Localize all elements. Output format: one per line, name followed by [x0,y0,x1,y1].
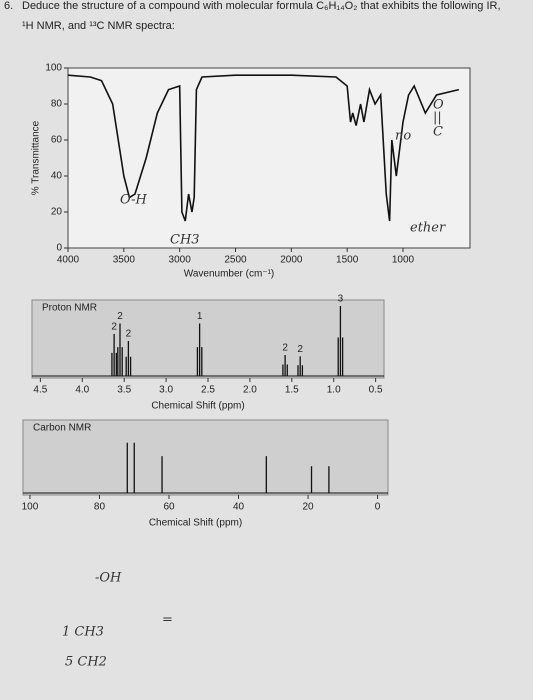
integration: 2 [117,311,123,322]
nmr-peak [297,356,304,376]
spectrum-title: Proton NMR [42,303,97,314]
x-axis-label: Wavenumber (cm⁻¹) [184,269,274,280]
integration: 3 [338,294,344,305]
y-axis-label: % Transmittance [31,120,42,195]
handwritten-note: 1 CH3 [62,625,104,640]
handwritten-note: -OH [95,571,122,586]
nmr-peak [196,323,203,376]
nmr-peak [337,306,344,376]
x-tick-label: 1.0 [327,385,341,396]
handwritten-note: 5 CH2 [65,655,107,670]
x-tick-label: 40 [233,502,245,513]
nmr-peak [125,341,132,376]
integration: 2 [111,322,117,333]
y-tick-label: 40 [51,171,63,182]
integration: 2 [126,329,132,340]
x-tick-label: 1000 [392,255,415,266]
handwritten-note: O [433,98,444,113]
x-axis-label: Chemical Shift (ppm) [149,518,242,529]
x-tick-label: 0.5 [369,385,383,396]
handwritten-note: ether [410,221,446,236]
x-tick-label: 3.5 [117,385,131,396]
question-text: ¹H NMR, and ¹³C NMR spectra: [22,20,175,32]
handwritten-note: CH3 [170,233,200,248]
x-tick-label: 4.5 [33,385,47,396]
x-tick-label: 2.5 [201,385,215,396]
x-tick-label: 20 [302,502,314,513]
x-tick-label: 4.0 [75,385,89,396]
x-tick-label: 0 [375,502,381,513]
x-tick-label: 60 [163,502,175,513]
x-tick-label: 3000 [169,255,192,266]
y-tick-label: 0 [56,243,62,254]
nmr-peak [117,323,123,376]
spectrum-title: Carbon NMR [33,423,91,434]
x-tick-label: 100 [22,502,39,513]
integration: 2 [297,344,303,355]
x-tick-label: 2.0 [243,385,257,396]
x-tick-label: 80 [94,502,106,513]
x-tick-label: 3.0 [159,385,173,396]
y-tick-label: 80 [51,99,63,110]
nmr-peak [111,334,117,376]
handwritten-note: || [433,111,442,126]
handwritten-note: no [395,129,411,144]
plot-area [67,67,471,249]
integration: 2 [282,343,288,354]
x-tick-label: 2500 [224,255,247,266]
plot-area [22,419,389,496]
ir-spectrum [67,74,460,222]
x-tick-label: 3500 [113,255,136,266]
y-tick-label: 60 [51,135,63,146]
handwritten-note: = [162,613,173,628]
x-tick-label: 4000 [57,255,80,266]
question-number: 6. [4,0,13,12]
integration: 1 [197,311,203,322]
x-tick-label: 2000 [280,255,303,266]
y-tick-label: 20 [51,207,63,218]
y-tick-label: 100 [45,63,62,74]
plot-area [31,299,385,379]
handwritten-note: C [433,125,443,140]
question-text: Deduce the structure of a compound with … [22,0,501,12]
nmr-peak [282,355,288,376]
x-tick-label: 1.5 [285,385,299,396]
x-axis-label: Chemical Shift (ppm) [151,401,244,412]
x-tick-label: 1500 [336,255,359,266]
handwritten-note: O-H [120,193,148,208]
